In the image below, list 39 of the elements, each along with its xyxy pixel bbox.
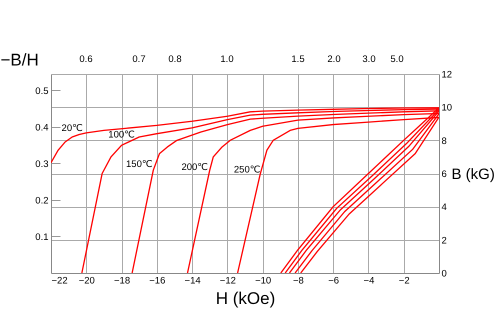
text: 0.7 — [132, 54, 146, 65]
x-tick-label: −2 — [398, 276, 410, 286]
y-tick-label: 6 — [442, 169, 447, 180]
y-tick-label: 8 — [442, 136, 447, 147]
series-label: 250℃ — [234, 164, 261, 176]
x-tick-label: −16 — [149, 276, 166, 286]
x-tick-label: −4 — [364, 276, 374, 286]
y2-tick-label: 0.4 — [35, 122, 48, 134]
y2-axis-title: −B/H — [0, 50, 39, 70]
text: 0.8 — [168, 54, 182, 65]
y-tick-label: 4 — [442, 202, 447, 214]
x-tick-label: −18 — [114, 276, 130, 286]
x-tick-label: −22 — [52, 276, 68, 286]
y2-tick-label: 0.1 — [35, 232, 48, 243]
y-tick-label: 0 — [442, 268, 447, 280]
y2-tick-label: 0.5 — [35, 86, 48, 97]
x-axis-title: H (kOe) — [216, 289, 276, 308]
y-tick-label: 10 — [442, 102, 452, 114]
x-tick-label: −10 — [255, 276, 272, 286]
text: 1.5 — [291, 54, 305, 65]
y-tick-label: 2 — [442, 235, 447, 246]
text: 2.0 — [327, 54, 341, 65]
y2-tick-label: 0.2 — [35, 195, 48, 206]
text: 5.0 — [390, 54, 404, 65]
series-label: 100℃ — [108, 129, 136, 140]
series-label: 200℃ — [181, 162, 208, 174]
y-tick-label: 12 — [442, 70, 452, 80]
text: 0.6 — [79, 54, 93, 65]
series-label: 20℃ — [62, 123, 84, 134]
x-tick-label: −12 — [220, 276, 236, 286]
text: 3.0 — [362, 54, 376, 65]
x-tick-label: −20 — [78, 276, 95, 286]
x-tick-label: −6 — [328, 276, 340, 286]
series-label: 150℃ — [126, 159, 153, 170]
x-tick-label: −8 — [292, 276, 304, 286]
text: 1.0 — [220, 54, 234, 65]
x-tick-label: −14 — [184, 276, 201, 286]
y-axis-title: B (kG) — [452, 166, 495, 183]
y2-tick-label: 0.3 — [35, 158, 48, 170]
